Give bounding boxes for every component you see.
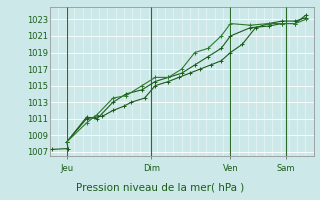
Text: Jeu: Jeu (60, 164, 73, 173)
Text: Dim: Dim (143, 164, 160, 173)
Text: Pression niveau de la mer( hPa ): Pression niveau de la mer( hPa ) (76, 182, 244, 192)
Text: Sam: Sam (276, 164, 295, 173)
Text: Ven: Ven (223, 164, 238, 173)
